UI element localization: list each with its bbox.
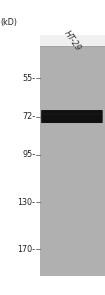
Bar <box>40 35 105 46</box>
Text: 55-: 55- <box>22 74 35 83</box>
Text: HT-29: HT-29 <box>62 29 83 53</box>
FancyBboxPatch shape <box>41 110 103 123</box>
Bar <box>40 46 105 276</box>
Text: 72-: 72- <box>22 112 35 121</box>
Text: 95-: 95- <box>22 150 35 159</box>
Text: (kD): (kD) <box>1 18 18 27</box>
Text: 130-: 130- <box>17 198 35 206</box>
Text: 170-: 170- <box>17 245 35 254</box>
